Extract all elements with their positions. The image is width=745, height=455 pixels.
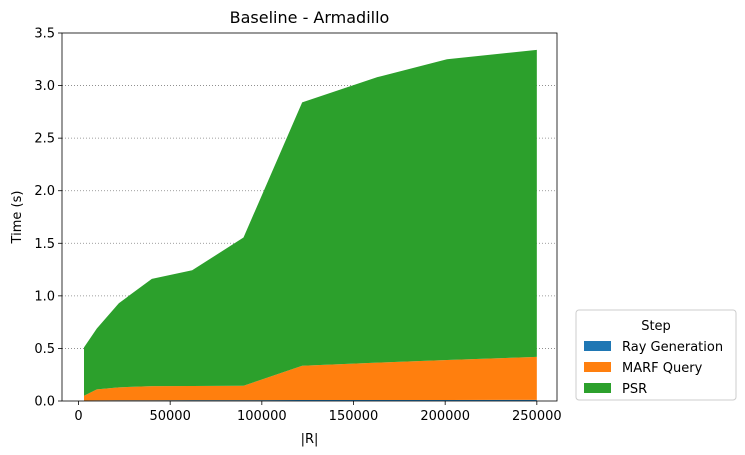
legend-label-marf-query: MARF Query xyxy=(622,361,703,376)
x-tick-label: 0 xyxy=(74,409,82,424)
legend: Step Ray Generation MARF Query PSR xyxy=(575,309,737,401)
y-tick-label: 3.5 xyxy=(34,27,55,42)
x-tick-label: 100000 xyxy=(237,409,287,424)
chart-title: Baseline - Armadillo xyxy=(230,8,390,27)
y-tick-label: 1.5 xyxy=(34,237,55,252)
y-tick-label: 1.0 xyxy=(34,289,55,304)
y-tick-label: 3.0 xyxy=(34,79,55,94)
stacked-areas xyxy=(84,49,537,401)
y-tick-label: 2.0 xyxy=(34,184,55,199)
legend-label-psr: PSR xyxy=(622,382,647,397)
x-axis: 0 50000 100000 150000 200000 250000 xyxy=(74,401,562,424)
legend-box xyxy=(575,309,737,401)
y-tick-label: 2.5 xyxy=(34,132,55,147)
legend-swatch-psr xyxy=(584,383,611,393)
plot-frame xyxy=(61,32,558,402)
y-tick-label: 0.5 xyxy=(34,342,55,357)
legend-swatch-ray-generation xyxy=(584,341,611,351)
x-tick-label: 250000 xyxy=(512,409,562,424)
x-tick-label: 200000 xyxy=(420,409,470,424)
legend-swatch-marf-query xyxy=(584,362,611,372)
y-axis: 0.0 0.5 1.0 1.5 2.0 2.5 3.0 3.5 xyxy=(34,27,62,410)
y-axis-label: Time (s) xyxy=(10,191,25,245)
area-marf-query xyxy=(84,356,537,401)
x-tick-label: 150000 xyxy=(329,409,379,424)
area-psr xyxy=(84,49,537,396)
y-tick-label: 0.0 xyxy=(34,395,55,410)
x-axis-label: |R| xyxy=(301,432,319,447)
legend-title: Step xyxy=(641,319,671,334)
x-tick-label: 50000 xyxy=(149,409,190,424)
legend-label-ray-generation: Ray Generation xyxy=(622,340,723,355)
